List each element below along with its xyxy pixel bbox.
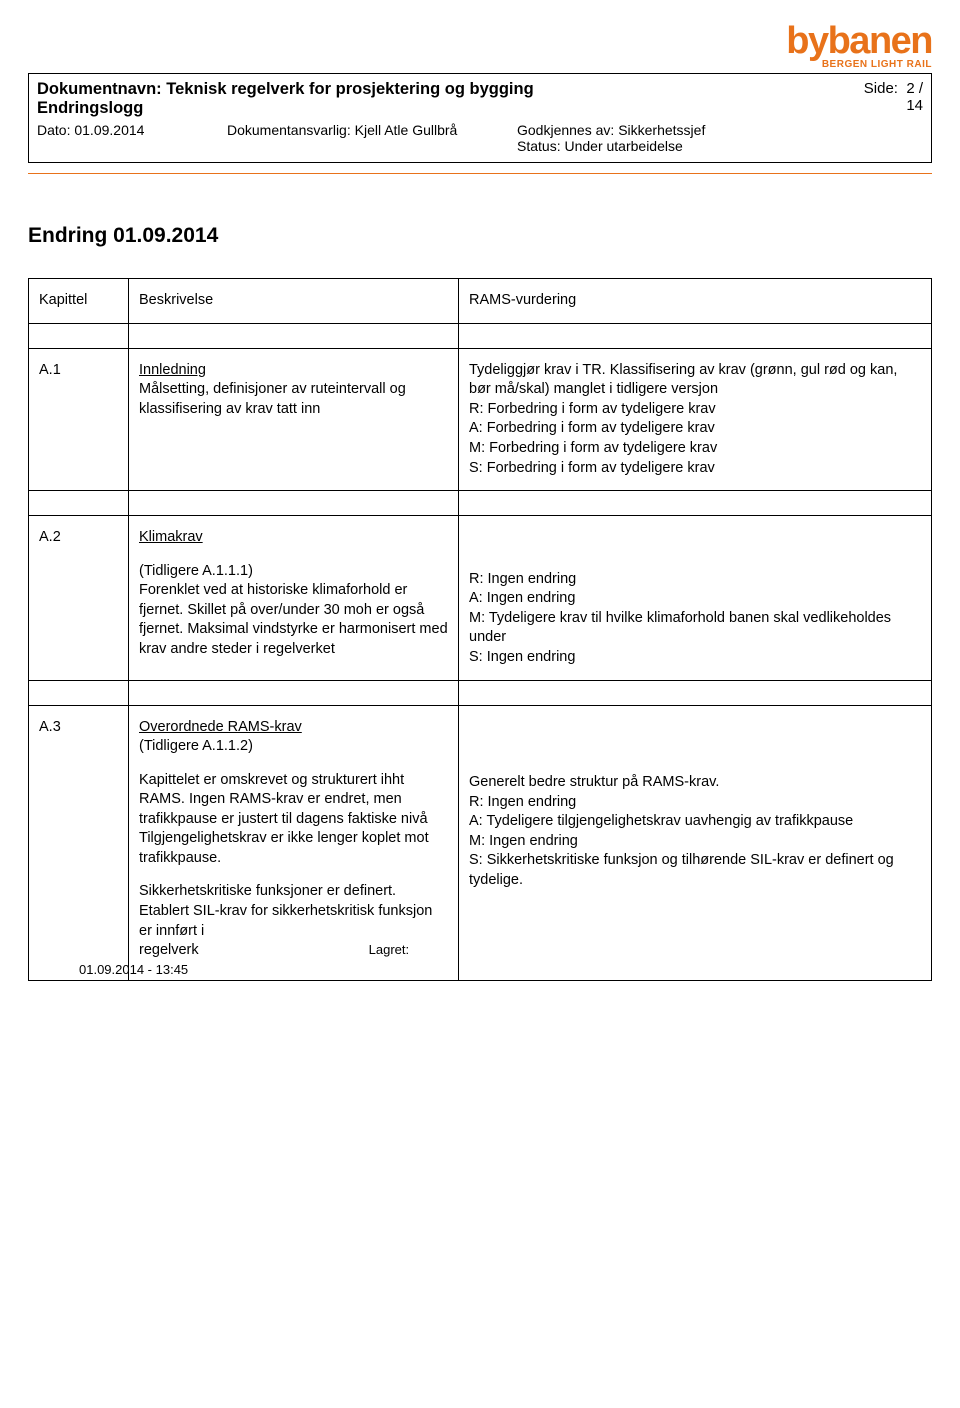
page-total: 14 (906, 97, 923, 114)
table-row: A.2 Klimakrav (Tidligere A.1.1.1) Forenk… (29, 516, 932, 680)
doc-label: Dokumentnavn: (37, 80, 162, 98)
desc-title: Innledning (139, 362, 206, 378)
cell-rams: Generelt bedre struktur på RAMS-krav. R:… (459, 705, 932, 981)
desc-para1: Kapittelet er omskrevet og strukturert i… (139, 771, 448, 869)
th-chapter: Kapittel (29, 279, 129, 324)
document-header: Dokumentnavn: Teknisk regelverk for pros… (28, 73, 932, 163)
desc-title: Klimakrav (139, 529, 203, 545)
th-rams: RAMS-vurdering (459, 279, 932, 324)
desc-body: Målsetting, definisjoner av ruteinterval… (139, 381, 406, 417)
cell-chapter: A.3 (29, 705, 129, 981)
cell-rams: Tydeliggjør krav i TR. Klassifisering av… (459, 348, 932, 490)
responsible-value: Kjell Atle Gullbrå (355, 122, 458, 138)
desc-title: Overordnede RAMS-krav (139, 719, 302, 735)
date-value: 01.09.2014 (74, 122, 144, 138)
header-approval-status: Godkjennes av: Sikkerhetssjef Status: Un… (517, 122, 923, 154)
desc-para2: Sikkerhetskritiske funksjoner er definer… (139, 882, 448, 980)
change-heading: Endring 01.09.2014 (28, 224, 932, 248)
table-header-row: Kapittel Beskrivelse RAMS-vurdering (29, 279, 932, 324)
th-description: Beskrivelse (129, 279, 459, 324)
approved-value: Sikkerhetssjef (618, 122, 705, 138)
responsible-label: Dokumentansvarlig: (227, 122, 351, 138)
cell-description: Klimakrav (Tidligere A.1.1.1) Forenklet … (129, 516, 459, 680)
cell-description: Overordnede RAMS-krav (Tidligere A.1.1.2… (129, 705, 459, 981)
approved-label: Godkjennes av: (517, 122, 614, 138)
page-current: 2 (906, 80, 914, 97)
header-date: Dato: 01.09.2014 (37, 122, 227, 154)
page-label: Side: (864, 80, 898, 97)
page-sep: / (919, 80, 923, 97)
status-label: Status: (517, 138, 561, 154)
cell-chapter: A.2 (29, 516, 129, 680)
table-row: A.3 Overordnede RAMS-krav (Tidligere A.1… (29, 705, 932, 981)
cell-description: Innledning Målsetting, definisjoner av r… (129, 348, 459, 490)
desc-prev: (Tidligere A.1.1.2) (139, 738, 253, 754)
table-row: A.1 Innledning Målsetting, definisjoner … (29, 348, 932, 490)
desc-body: Forenklet ved at historiske klimaforhold… (139, 582, 448, 657)
doc-subtitle: Endringslogg (37, 99, 852, 118)
divider-rule (28, 173, 932, 174)
status-value: Under utarbeidelse (564, 138, 682, 154)
brand-logo: bybanen BERGEN LIGHT RAIL (28, 24, 932, 71)
date-label: Dato: (37, 122, 70, 138)
footer-stamp: Lagret: 01.09.2014 - 13:45 (79, 942, 409, 977)
rams-text: Generelt bedre struktur på RAMS-krav. R:… (469, 773, 921, 890)
doc-title: Teknisk regelverk for prosjektering og b… (166, 80, 533, 98)
header-responsible: Dokumentansvarlig: Kjell Atle Gullbrå (227, 122, 517, 154)
desc-prev: (Tidligere A.1.1.1) (139, 563, 253, 579)
cell-chapter: A.1 (29, 348, 129, 490)
cell-rams: R: Ingen endring A: Ingen endring M: Tyd… (459, 516, 932, 680)
changes-table: Kapittel Beskrivelse RAMS-vurdering A.1 … (28, 278, 932, 981)
logo-main-text: bybanen (786, 24, 932, 58)
doc-title-line: Dokumentnavn: Teknisk regelverk for pros… (37, 80, 852, 99)
page-indicator: Side: 2 /14 (852, 80, 923, 118)
rams-text: R: Ingen endring A: Ingen endring M: Tyd… (469, 570, 921, 668)
